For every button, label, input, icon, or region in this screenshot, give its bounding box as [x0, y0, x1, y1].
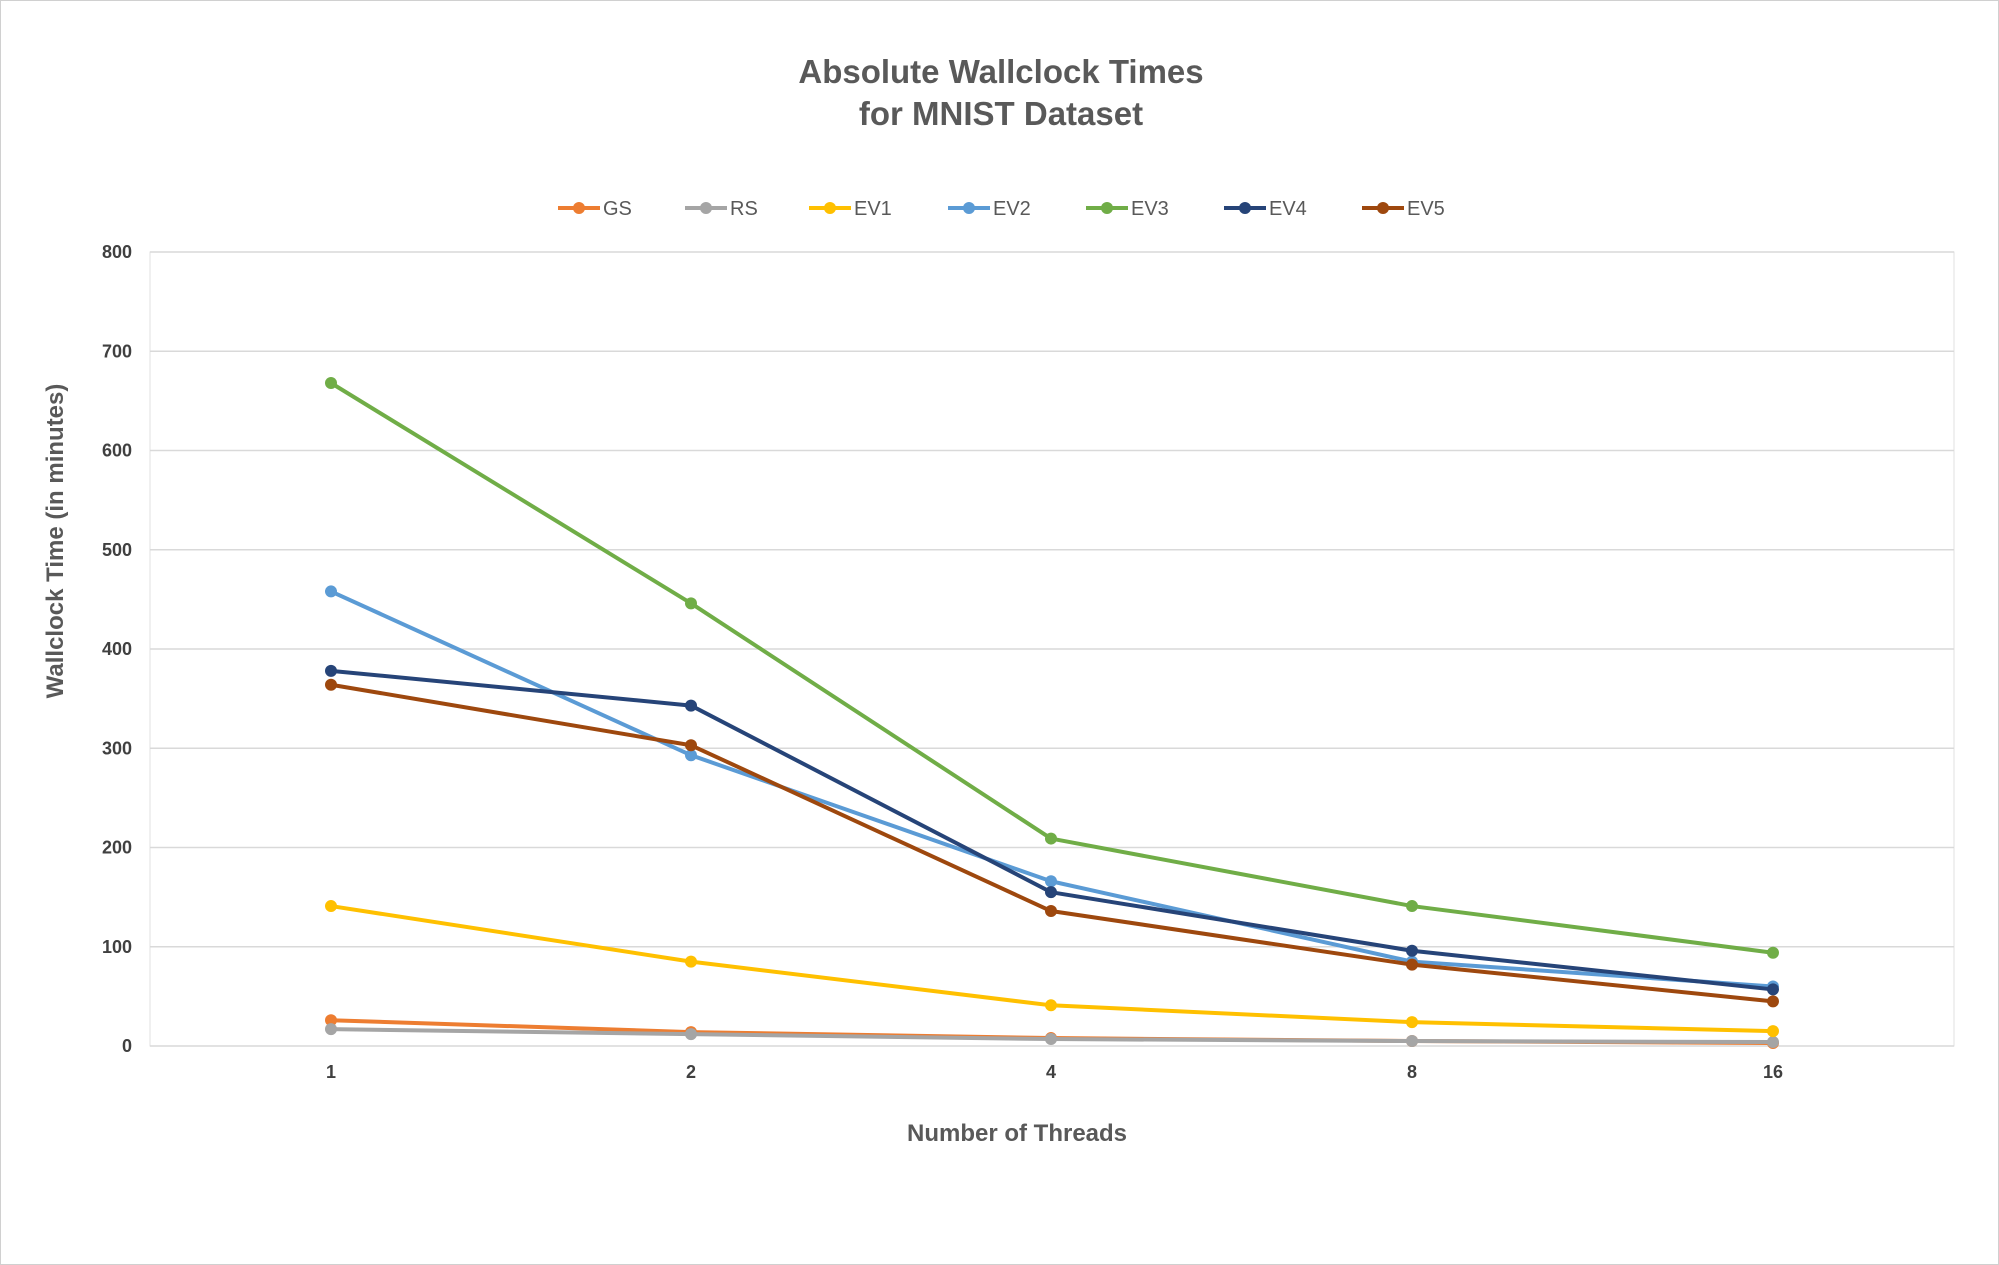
data-point-ev3 [1767, 946, 1779, 959]
data-point-ev3 [685, 597, 697, 610]
y-tick-label: 200 [102, 838, 132, 858]
y-tick-label: 300 [102, 738, 132, 758]
x-tick-label: 16 [1763, 1062, 1783, 1082]
legend-marker [824, 202, 836, 214]
data-point-rs [1045, 1033, 1057, 1046]
x-tick-label: 1 [326, 1062, 336, 1082]
legend-label: GS [603, 198, 632, 220]
legend-item-ev4: EV4 [1224, 198, 1307, 220]
series-rs [325, 1023, 1779, 1049]
data-point-ev5 [1045, 905, 1057, 918]
legend-item-ev5: EV5 [1362, 198, 1445, 220]
legend-label: EV2 [993, 198, 1031, 220]
y-axis-title: Wallclock Time (in minutes) [42, 384, 69, 699]
data-point-ev1 [1045, 999, 1057, 1012]
y-tick-label: 700 [102, 341, 132, 361]
data-point-ev2 [1045, 875, 1057, 888]
x-tick-label: 4 [1046, 1062, 1056, 1082]
legend-item-rs: RS [685, 198, 758, 220]
chart-title-line-2: for MNIST Dataset [859, 95, 1143, 132]
legend-item-ev3: EV3 [1086, 198, 1169, 220]
x-axis-title: Number of Threads [907, 1120, 1127, 1147]
legend: GS RS EV1 EV2 EV3 EV4 EV5 [558, 198, 1445, 220]
legend-marker [1239, 202, 1251, 214]
x-tick-label: 8 [1407, 1062, 1417, 1082]
legend-label: EV4 [1269, 198, 1307, 220]
legend-marker [573, 202, 585, 214]
legend-item-gs: GS [558, 198, 632, 220]
data-point-ev2 [685, 749, 697, 762]
legend-marker [1101, 202, 1113, 214]
y-tick-label: 100 [102, 937, 132, 957]
data-point-ev5 [1767, 995, 1779, 1008]
data-point-ev4 [1767, 983, 1779, 996]
y-tick-label: 0 [122, 1036, 132, 1056]
y-tick-label: 800 [102, 242, 132, 262]
data-point-ev5 [325, 678, 337, 691]
y-tick-label: 500 [102, 540, 132, 560]
data-point-ev1 [685, 955, 697, 968]
data-point-rs [1406, 1035, 1418, 1048]
legend-label: EV1 [854, 198, 892, 220]
data-point-ev2 [325, 585, 337, 598]
chart-title-line-1: Absolute Wallclock Times [798, 53, 1203, 90]
data-point-rs [685, 1028, 697, 1041]
data-point-ev3 [325, 377, 337, 390]
legend-label: EV5 [1407, 198, 1445, 220]
legend-label: RS [730, 198, 758, 220]
data-point-ev1 [1406, 1016, 1418, 1029]
x-axis-ticks: 1 2 4 8 16 [326, 1062, 1783, 1082]
series-layer [325, 377, 1779, 1050]
legend-label: EV3 [1131, 198, 1169, 220]
data-point-ev4 [1045, 886, 1057, 899]
y-tick-label: 400 [102, 639, 132, 659]
x-tick-label: 2 [686, 1062, 696, 1082]
legend-marker [700, 202, 712, 214]
legend-item-ev2: EV2 [948, 198, 1031, 220]
legend-marker [963, 202, 975, 214]
data-point-ev1 [325, 900, 337, 913]
series-ev4 [325, 664, 1779, 996]
data-point-ev3 [1406, 900, 1418, 913]
data-point-ev5 [1406, 958, 1418, 971]
y-tick-label: 600 [102, 441, 132, 461]
series-ev5 [325, 678, 1779, 1008]
legend-item-ev1: EV1 [809, 198, 892, 220]
series-ev1 [325, 900, 1779, 1038]
data-point-ev4 [685, 699, 697, 712]
series-ev3 [325, 377, 1779, 959]
data-point-rs [1767, 1036, 1779, 1049]
data-point-rs [325, 1023, 337, 1036]
data-point-ev4 [325, 664, 337, 677]
data-point-ev5 [685, 739, 697, 752]
data-point-ev1 [1767, 1025, 1779, 1038]
gridlines [150, 251, 1954, 1047]
data-point-gs [325, 1014, 337, 1027]
y-axis-ticks: 0 100 200 300 400 500 600 700 800 [102, 242, 132, 1056]
legend-marker [1377, 202, 1389, 214]
data-point-ev3 [1045, 832, 1057, 845]
data-point-ev4 [1406, 944, 1418, 957]
